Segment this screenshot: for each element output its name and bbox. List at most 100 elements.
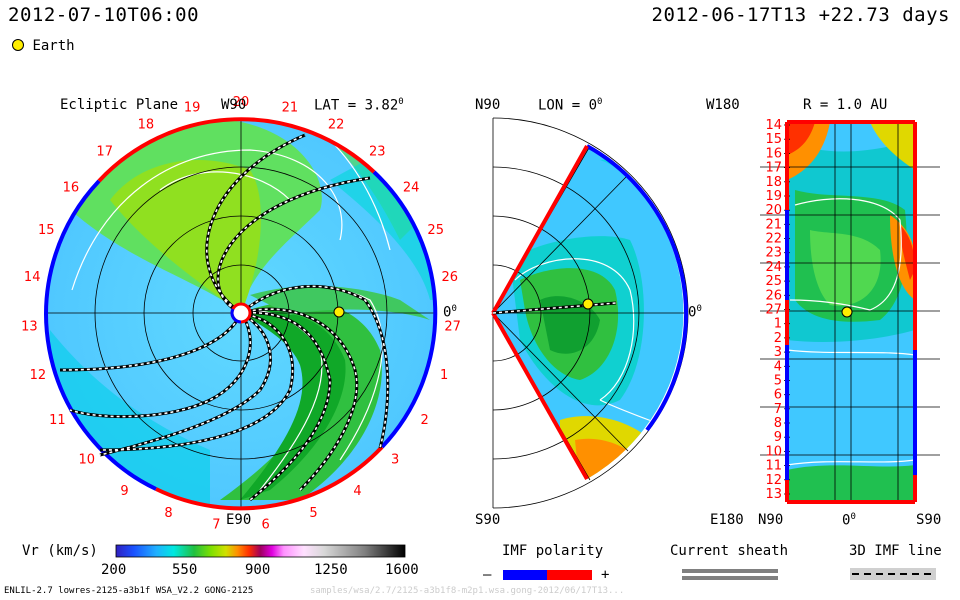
ecliptic-plane-panel: 20 21222324252627123456789101112131415161… [21, 95, 461, 533]
synoptic-x-left: N90 [758, 512, 784, 528]
carrington-tick-label: 5 [309, 506, 317, 521]
synoptic-tick-label: 10 [765, 444, 782, 459]
earth-legend-label: Earth [32, 38, 75, 54]
synoptic-tick-label: 7 [774, 402, 782, 417]
synoptic-tick-label: 16 [765, 146, 782, 161]
ecliptic-bottom-label: E90 [226, 512, 252, 528]
imf-polarity-title: IMF polarity [502, 543, 604, 559]
imf-polarity-legend [503, 570, 592, 580]
meridional-right-label: 00 [688, 304, 702, 321]
synoptic-tick-label: 22 [765, 232, 782, 247]
ecliptic-title: Ecliptic Plane [60, 97, 179, 113]
carrington-tick-label: 10 [79, 453, 96, 468]
carrington-tick-label: 11 [49, 413, 66, 428]
synoptic-tick-label: 20 [765, 203, 782, 218]
model-info: ENLIL-2.7 lowres-2125-a3b1f WSA_V2.2 GON… [4, 586, 254, 596]
synoptic-tick-label: 6 [774, 388, 782, 403]
carrington-tick-label: 1 [440, 368, 448, 383]
carrington-tick-label: 25 [427, 223, 444, 238]
ecliptic-right-degree: 0 [451, 304, 457, 314]
synoptic-tick-label: 25 [765, 274, 782, 289]
synoptic-tick-labels: 1415161718192021222324252627123456789101… [765, 118, 782, 502]
synoptic-tick-label: 13 [765, 487, 782, 502]
earth-marker-meridional [582, 298, 594, 310]
synoptic-tick-label: 18 [765, 175, 782, 190]
synoptic-tick-label: 11 [765, 459, 782, 474]
carrington-tick-label: 8 [164, 506, 172, 521]
synoptic-bottom-label: E180 [710, 512, 744, 528]
colorbar-tick: 900 [245, 562, 271, 578]
run-path: samples/wsa/2.7/2125-a3b1f8-m2p1.wsa.gon… [310, 586, 625, 596]
carrington-tick-label: 17 [96, 145, 113, 160]
carrington-tick-labels: 20 21222324252627123456789101112131415161… [21, 95, 461, 533]
carrington-tick-label: 21 [282, 101, 299, 116]
synoptic-x-right: S90 [916, 512, 942, 528]
synoptic-top-label: W180 [706, 97, 740, 113]
colorbar-tick: 1250 [314, 562, 348, 578]
current-sheath-title: Current sheath [670, 543, 789, 559]
meridional-lon-label: LON = 00 [538, 97, 602, 114]
current-sheath-legend [682, 569, 778, 580]
meridional-plane-panel [491, 117, 689, 509]
synoptic-tick-label: 27 [765, 303, 782, 318]
lat-degree: 0 [398, 97, 404, 107]
meridional-right-value: 0 [688, 304, 697, 321]
meridional-bottom-label: S90 [475, 512, 501, 528]
colorbar-tick: 1600 [385, 562, 419, 578]
synoptic-r-label: R = 1.0 AU [803, 97, 888, 113]
carrington-tick-label: 7 [212, 518, 220, 533]
imf-line-legend [850, 568, 936, 580]
carrington-tick-label: 16 [63, 180, 80, 195]
meridional-right-degree: 0 [696, 304, 702, 314]
synoptic-tick-label: 17 [765, 161, 782, 176]
carrington-tick-label: 12 [30, 368, 47, 383]
synoptic-tick-label: 26 [765, 288, 782, 303]
ecliptic-top-label: W90 [221, 97, 247, 113]
carrington-tick-label: 13 [21, 319, 38, 334]
carrington-tick-label: 22 [328, 118, 345, 133]
synoptic-tick-label: 5 [774, 374, 782, 389]
carrington-tick-label: 27 [444, 319, 461, 334]
carrington-tick-label: 2 [420, 413, 428, 428]
carrington-tick-label: 14 [24, 270, 41, 285]
carrington-tick-label: 15 [38, 223, 55, 238]
carrington-tick-label: 24 [403, 180, 420, 195]
earth-marker-synoptic [841, 306, 853, 318]
carrington-tick-label: 9 [120, 484, 128, 499]
synoptic-tick-label: 8 [774, 416, 782, 431]
earth-icon [12, 39, 24, 51]
synoptic-tick-label: 21 [765, 217, 782, 232]
earth-legend: Earth [12, 38, 75, 54]
synoptic-x-mid-degree: 0 [850, 512, 856, 522]
ecliptic-right-value: 0 [443, 304, 452, 321]
carrington-tick-label: 18 [138, 118, 155, 133]
carrington-tick-label: 6 [261, 518, 269, 533]
imf-line-title: 3D IMF line [849, 543, 942, 559]
synoptic-tick-label: 19 [765, 189, 782, 204]
synoptic-map-panel: 1415161718192021222324252627123456789101… [760, 118, 940, 504]
meridional-top-label: N90 [475, 97, 501, 113]
synoptic-tick-label: 2 [774, 331, 782, 346]
carrington-tick-label: 3 [391, 453, 399, 468]
model-datetime: 2012-07-10T06:00 [8, 4, 200, 26]
vr-colorbar [115, 544, 406, 558]
synoptic-x-mid-value: 0 [842, 512, 851, 529]
imf-plus-label: + [601, 567, 610, 583]
synoptic-x-mid: 00 [842, 512, 856, 529]
ecliptic-right-label: 00 [443, 304, 457, 321]
synoptic-tick-label: 3 [774, 345, 782, 360]
lon-degree: 0 [597, 97, 603, 107]
synoptic-tick-label: 1 [774, 317, 782, 332]
synoptic-tick-label: 14 [765, 118, 782, 133]
ecliptic-lat-label: LAT = 3.820 [314, 97, 404, 114]
synoptic-tick-label: 15 [765, 132, 782, 147]
synoptic-tick-label: 24 [765, 260, 782, 275]
synoptic-tick-label: 4 [774, 359, 782, 374]
synoptic-tick-label: 12 [765, 473, 782, 488]
colorbar-title: Vr (km/s) [22, 543, 98, 559]
reference-time: 2012-06-17T13 +22.73 days [651, 4, 950, 26]
earth-marker-ecliptic [333, 306, 345, 318]
carrington-tick-label: 26 [442, 270, 459, 285]
colorbar-tick: 200 [101, 562, 127, 578]
